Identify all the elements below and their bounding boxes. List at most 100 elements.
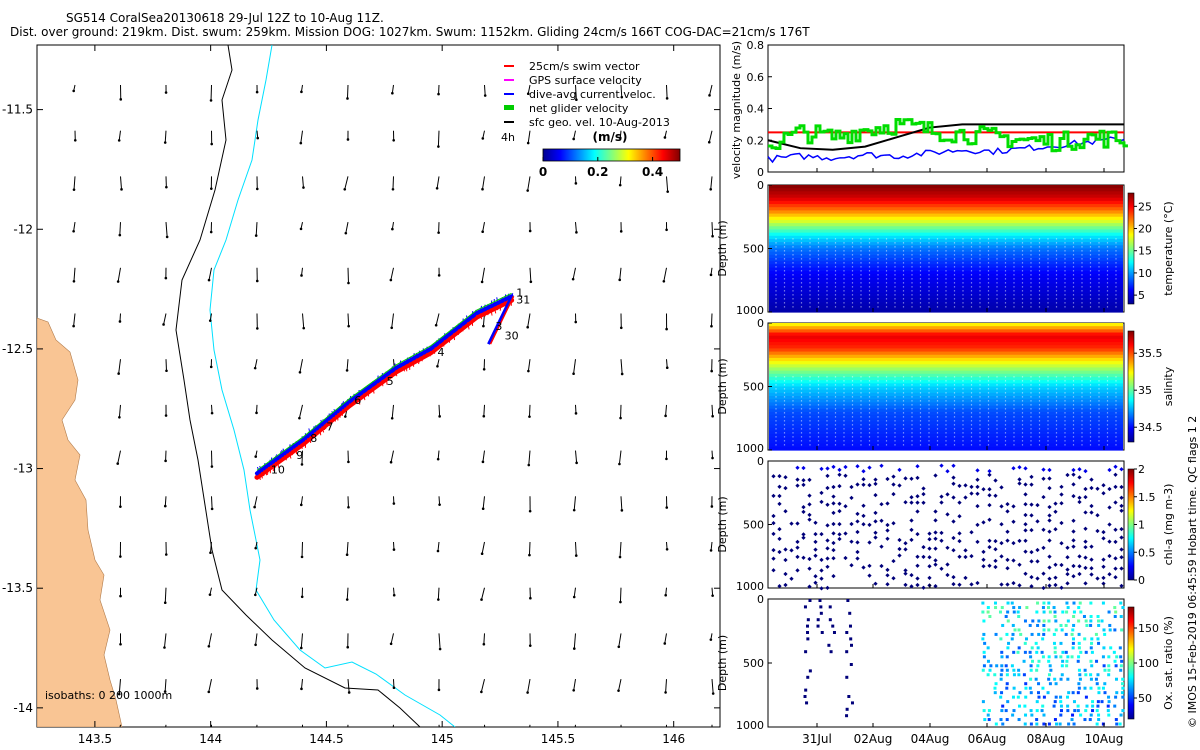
oxygen-sample (982, 655, 986, 659)
oxygen-data (803, 599, 1125, 726)
chla-sample (915, 475, 920, 481)
chla-sample (897, 553, 902, 558)
chla-sample (951, 463, 956, 468)
chla-sample (987, 517, 992, 522)
oxygen-sample (1017, 718, 1021, 722)
vector-arrow (575, 541, 577, 556)
oxygen-sample (1077, 686, 1081, 690)
oxygen-sample (1120, 691, 1124, 695)
vector-arrow (118, 130, 121, 141)
vector-arrow (575, 222, 577, 233)
vector-arrow-head (662, 279, 666, 283)
oxygen-sample (1070, 718, 1074, 722)
vector-arrow-head (117, 372, 120, 375)
chla-sample (1101, 536, 1106, 541)
chla-sample (903, 582, 908, 587)
oxygen-sample (1005, 682, 1009, 686)
oxygen-sample (1071, 641, 1075, 645)
chla-colorbar-label: 1 (1138, 519, 1145, 532)
chla-sample (1077, 564, 1082, 569)
chla-sample (831, 547, 836, 553)
oxygen-sample (1097, 623, 1101, 627)
chla-sample (1065, 581, 1070, 586)
oxygen-sample (1064, 650, 1068, 654)
vector-arrow (482, 222, 485, 232)
oxygen-sample (1035, 718, 1039, 722)
chla-sample (1071, 529, 1076, 534)
vector-arrow (391, 84, 394, 94)
legend-swatch (504, 105, 514, 110)
chla-sample (1047, 576, 1052, 581)
oxygen-sample (1053, 615, 1057, 618)
chla-sample (813, 539, 818, 545)
vector-arrow-head (298, 416, 301, 420)
salinity-band (769, 443, 1123, 448)
vector-arrow-head (164, 276, 168, 280)
vector-arrow (482, 176, 485, 190)
swim-vector-tick (376, 383, 379, 388)
vector-arrow-head (434, 323, 438, 327)
oxygen-sample (1071, 713, 1075, 717)
oxygen-sample (806, 675, 810, 679)
oxygen-sample (1077, 632, 1081, 636)
vector-arrow (73, 176, 76, 190)
vector-arrow-head (347, 505, 350, 509)
temperature-band (769, 296, 1123, 300)
oxygen-sample (845, 675, 849, 679)
geostrophic-vector-field (72, 84, 715, 736)
salinity-band (769, 380, 1123, 384)
chla-sample (825, 523, 830, 528)
salinity-band (769, 376, 1123, 381)
vector-arrow-head (482, 324, 485, 328)
oxygen-sample (1016, 695, 1020, 699)
oxygen-sample (982, 709, 986, 713)
chla-sample (885, 582, 890, 587)
oxygen-sample (1061, 659, 1065, 663)
current-vector-tick (339, 403, 343, 410)
vector-arrow-head (347, 324, 350, 328)
chla-sample (1083, 486, 1088, 492)
oxygen-sample (1042, 695, 1046, 699)
oxygen-sample (988, 615, 992, 618)
vector-arrow-head (572, 137, 575, 141)
map-colorbar-ticks: 0 0.2 0.4 (539, 157, 663, 179)
chla-sample (861, 469, 866, 474)
vector-arrow-head (164, 91, 168, 94)
oxygen-sample (1001, 722, 1005, 726)
current-vector-tick (276, 454, 279, 459)
salinity-band (769, 446, 1123, 451)
chla-sample (969, 530, 974, 535)
oxygen-sample (1077, 668, 1081, 672)
oxygen-sample (1024, 695, 1028, 699)
vector-arrow (711, 587, 714, 596)
chla-sample (927, 575, 932, 581)
salinity-band (769, 357, 1123, 362)
vector-arrow-head (346, 733, 349, 736)
vector-arrow-head (210, 142, 214, 146)
chla-sample (957, 554, 962, 559)
chla-sample (837, 521, 842, 527)
oxygen-sample (1005, 686, 1009, 690)
map-xtick-label: 143.5 (78, 732, 112, 746)
chla-sample (1113, 500, 1118, 505)
vector-arrow-head (665, 366, 669, 370)
chla-sample (879, 518, 884, 523)
chla-sample (921, 554, 926, 560)
oxygen-sample (1077, 641, 1081, 645)
vector-arrow-head (347, 281, 350, 285)
vector-arrow-head (300, 274, 303, 277)
chla-sample (933, 509, 938, 514)
oxygen-sample (1018, 606, 1022, 610)
chla-sample (843, 531, 848, 536)
salinity-data (769, 323, 1123, 451)
swim-vector-tick (502, 301, 506, 307)
oxygen-sample (1064, 623, 1068, 627)
oxygen-sample (994, 606, 998, 610)
chla-sample (1071, 472, 1076, 477)
chla-sample (1017, 538, 1022, 544)
oxygen-sample (1004, 709, 1008, 713)
chla-sample (975, 477, 980, 482)
chla-sample (1023, 571, 1028, 576)
oxygen-sample (1000, 664, 1004, 668)
